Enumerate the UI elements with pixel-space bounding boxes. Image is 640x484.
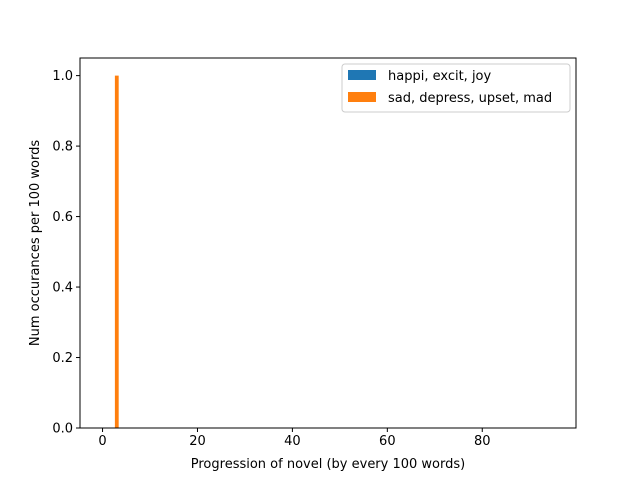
x-tick-label: 80 — [474, 434, 491, 449]
legend-label-happi-excit-joy: happi, excit, joy — [388, 69, 492, 84]
y-tick-label: 1.0 — [52, 69, 73, 84]
x-tick-label: 40 — [284, 434, 301, 449]
y-tick-label: 0.8 — [52, 140, 73, 155]
x-tick-label: 60 — [379, 434, 396, 449]
plot-frame — [79, 57, 577, 429]
legend: happi, excit, joy sad, depress, upset, m… — [341, 63, 571, 113]
legend-swatch-sad-depress-upset-mad — [348, 92, 376, 102]
bars-layer — [114, 75, 119, 428]
x-axis-label: Progression of novel (by every 100 words… — [191, 457, 465, 472]
legend-frame — [341, 63, 571, 113]
ticks-layer: 0 20 40 60 80 0.0 0.2 0.4 0.6 0.8 1.0 — [52, 69, 490, 449]
y-tick-label: 0.4 — [52, 281, 73, 296]
x-tick-label: 20 — [189, 434, 206, 449]
y-tick-label: 0.6 — [52, 210, 73, 225]
legend-label-sad-depress-upset-mad: sad, depress, upset, mad — [388, 91, 552, 106]
y-axis-label: Num occurances per 100 words — [28, 140, 43, 346]
y-tick-label: 0.0 — [52, 422, 73, 437]
x-tick-label: 0 — [98, 434, 106, 449]
bar-series-1-0 — [114, 75, 119, 428]
y-tick-label: 0.2 — [52, 351, 73, 366]
legend-swatch-happi-excit-joy — [348, 70, 376, 80]
